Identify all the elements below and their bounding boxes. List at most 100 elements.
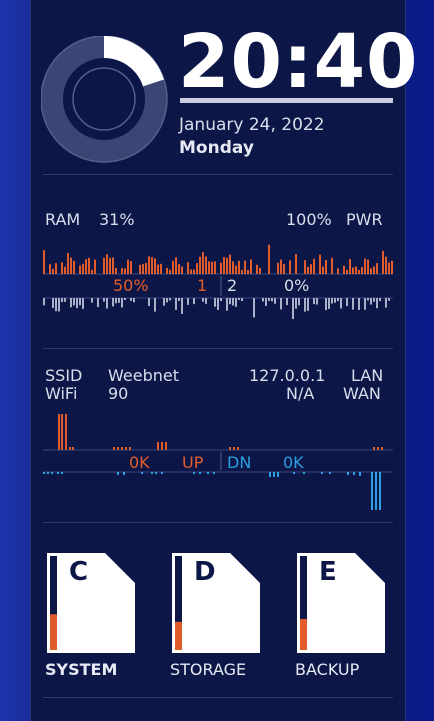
- cpu-bar: [52, 268, 54, 274]
- cpu-bar: [229, 254, 231, 274]
- memory-bar: [91, 298, 93, 303]
- drive-c[interactable]: C: [47, 553, 135, 653]
- memory-bar: [331, 298, 333, 304]
- download-bar: [375, 472, 377, 510]
- cpu-bar: [178, 264, 180, 274]
- divider: [43, 348, 393, 349]
- memory-bar: [364, 298, 366, 310]
- upload-bar: [125, 447, 127, 450]
- memory-bar: [316, 298, 318, 305]
- cpu-bar: [214, 261, 216, 274]
- memory-bar: [241, 298, 243, 302]
- memory-bar: [271, 298, 273, 302]
- cpu-bar: [250, 259, 252, 274]
- download-bar: [379, 472, 381, 510]
- cpu-bar: [160, 263, 162, 274]
- lan-label: LAN: [351, 366, 384, 385]
- cpu-bar: [241, 269, 243, 274]
- cpu-bar: [268, 244, 270, 274]
- drive-e-icon: [297, 553, 385, 653]
- upload-bar: [161, 442, 163, 450]
- memory-bar: [238, 298, 240, 301]
- memory-bar: [214, 298, 216, 307]
- drive-d[interactable]: D: [172, 553, 260, 653]
- memory-bar: [121, 298, 123, 308]
- memory-bar: [253, 298, 255, 318]
- download-bar: [117, 472, 119, 475]
- cpu-bar: [181, 266, 183, 274]
- cpu-bar: [385, 256, 387, 274]
- cpu-bar: [277, 262, 279, 274]
- cpu-bar: [145, 263, 147, 274]
- stat-3: 2: [227, 276, 238, 295]
- cpu-bar: [223, 257, 225, 274]
- memory-bar: [292, 298, 294, 320]
- drive-letter: D: [194, 557, 216, 587]
- memory-bar: [232, 298, 234, 306]
- power-label: PWR: [346, 210, 383, 229]
- memory-bar: [379, 298, 381, 302]
- download-bar: [193, 472, 195, 474]
- memory-bar: [43, 298, 45, 306]
- memory-bar: [226, 298, 228, 311]
- memory-bar: [313, 298, 315, 305]
- download-bar: [321, 472, 323, 474]
- upload-bar: [237, 447, 239, 450]
- memory-bar: [295, 298, 297, 309]
- drive-e-label[interactable]: BACKUP: [295, 660, 360, 679]
- memory-bar: [268, 298, 270, 301]
- memory-bar: [115, 298, 117, 304]
- divider: [43, 522, 393, 523]
- drive-e[interactable]: E: [297, 553, 385, 653]
- download-bar: [329, 472, 331, 474]
- cpu-bar: [358, 269, 360, 274]
- drive-c-label[interactable]: SYSTEM: [45, 660, 118, 679]
- clock-ring-icon: [41, 36, 168, 163]
- upload-bar: [113, 447, 115, 450]
- upload-bar: [72, 447, 74, 450]
- download-bar: [57, 472, 59, 474]
- wan-ip: N/A: [286, 384, 315, 403]
- memory-bar: [220, 298, 222, 302]
- cpu-bar: [349, 259, 351, 274]
- memory-bar: [118, 298, 120, 303]
- upload-bar: [165, 442, 167, 450]
- clock-underline: [180, 98, 393, 103]
- cpu-bar: [325, 259, 327, 274]
- memory-bar: [130, 298, 132, 301]
- memory-bar: [358, 298, 360, 310]
- upload-bar: [117, 447, 119, 450]
- cpu-bar: [361, 267, 363, 274]
- download-bar: [207, 472, 209, 474]
- cpu-bar: [199, 256, 201, 274]
- cpu-bar: [367, 259, 369, 274]
- upload-bar: [157, 442, 159, 450]
- cpu-bar: [307, 266, 309, 274]
- cpu-bar: [283, 263, 285, 274]
- cpu-bar: [49, 264, 51, 274]
- cpu-bar: [259, 267, 261, 274]
- drive-letter: E: [319, 557, 337, 587]
- memory-bar: [262, 298, 264, 302]
- memory-bar: [304, 298, 306, 312]
- cpu-bar: [139, 264, 141, 274]
- memory-bar: [235, 298, 237, 307]
- download-bar: [353, 472, 355, 475]
- cpu-bar: [364, 258, 366, 274]
- memory-bar: [97, 298, 99, 308]
- wan-label: WAN: [343, 384, 381, 403]
- memory-bar: [55, 298, 57, 312]
- memory-bar: [187, 298, 189, 305]
- cpu-bar: [247, 269, 249, 274]
- memory-bar: [352, 298, 354, 310]
- cpu-bar: [352, 267, 354, 274]
- download-label: DN: [227, 453, 252, 472]
- cpu-bar: [256, 264, 258, 274]
- cpu-activity-graph: [43, 244, 393, 320]
- memory-bar: [298, 298, 300, 306]
- cpu-bar: [151, 257, 153, 274]
- memory-bar: [103, 298, 105, 302]
- memory-bar: [181, 298, 183, 314]
- drive-d-label[interactable]: STORAGE: [170, 660, 247, 679]
- download-bar: [51, 472, 53, 474]
